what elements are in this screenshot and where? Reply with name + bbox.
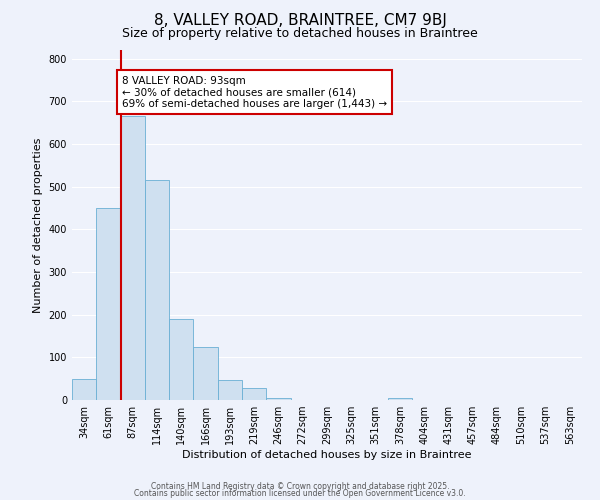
Bar <box>121 116 145 400</box>
Bar <box>388 398 412 400</box>
Bar <box>266 398 290 400</box>
Text: Contains HM Land Registry data © Crown copyright and database right 2025.: Contains HM Land Registry data © Crown c… <box>151 482 449 491</box>
X-axis label: Distribution of detached houses by size in Braintree: Distribution of detached houses by size … <box>182 450 472 460</box>
Bar <box>242 388 266 400</box>
Text: 8 VALLEY ROAD: 93sqm
← 30% of detached houses are smaller (614)
69% of semi-deta: 8 VALLEY ROAD: 93sqm ← 30% of detached h… <box>122 76 387 109</box>
Y-axis label: Number of detached properties: Number of detached properties <box>33 138 43 312</box>
Text: 8, VALLEY ROAD, BRAINTREE, CM7 9BJ: 8, VALLEY ROAD, BRAINTREE, CM7 9BJ <box>154 12 446 28</box>
Bar <box>96 208 121 400</box>
Bar <box>72 378 96 400</box>
Bar <box>169 319 193 400</box>
Text: Contains public sector information licensed under the Open Government Licence v3: Contains public sector information licen… <box>134 489 466 498</box>
Text: Size of property relative to detached houses in Braintree: Size of property relative to detached ho… <box>122 28 478 40</box>
Bar <box>145 180 169 400</box>
Bar <box>193 346 218 400</box>
Bar <box>218 380 242 400</box>
